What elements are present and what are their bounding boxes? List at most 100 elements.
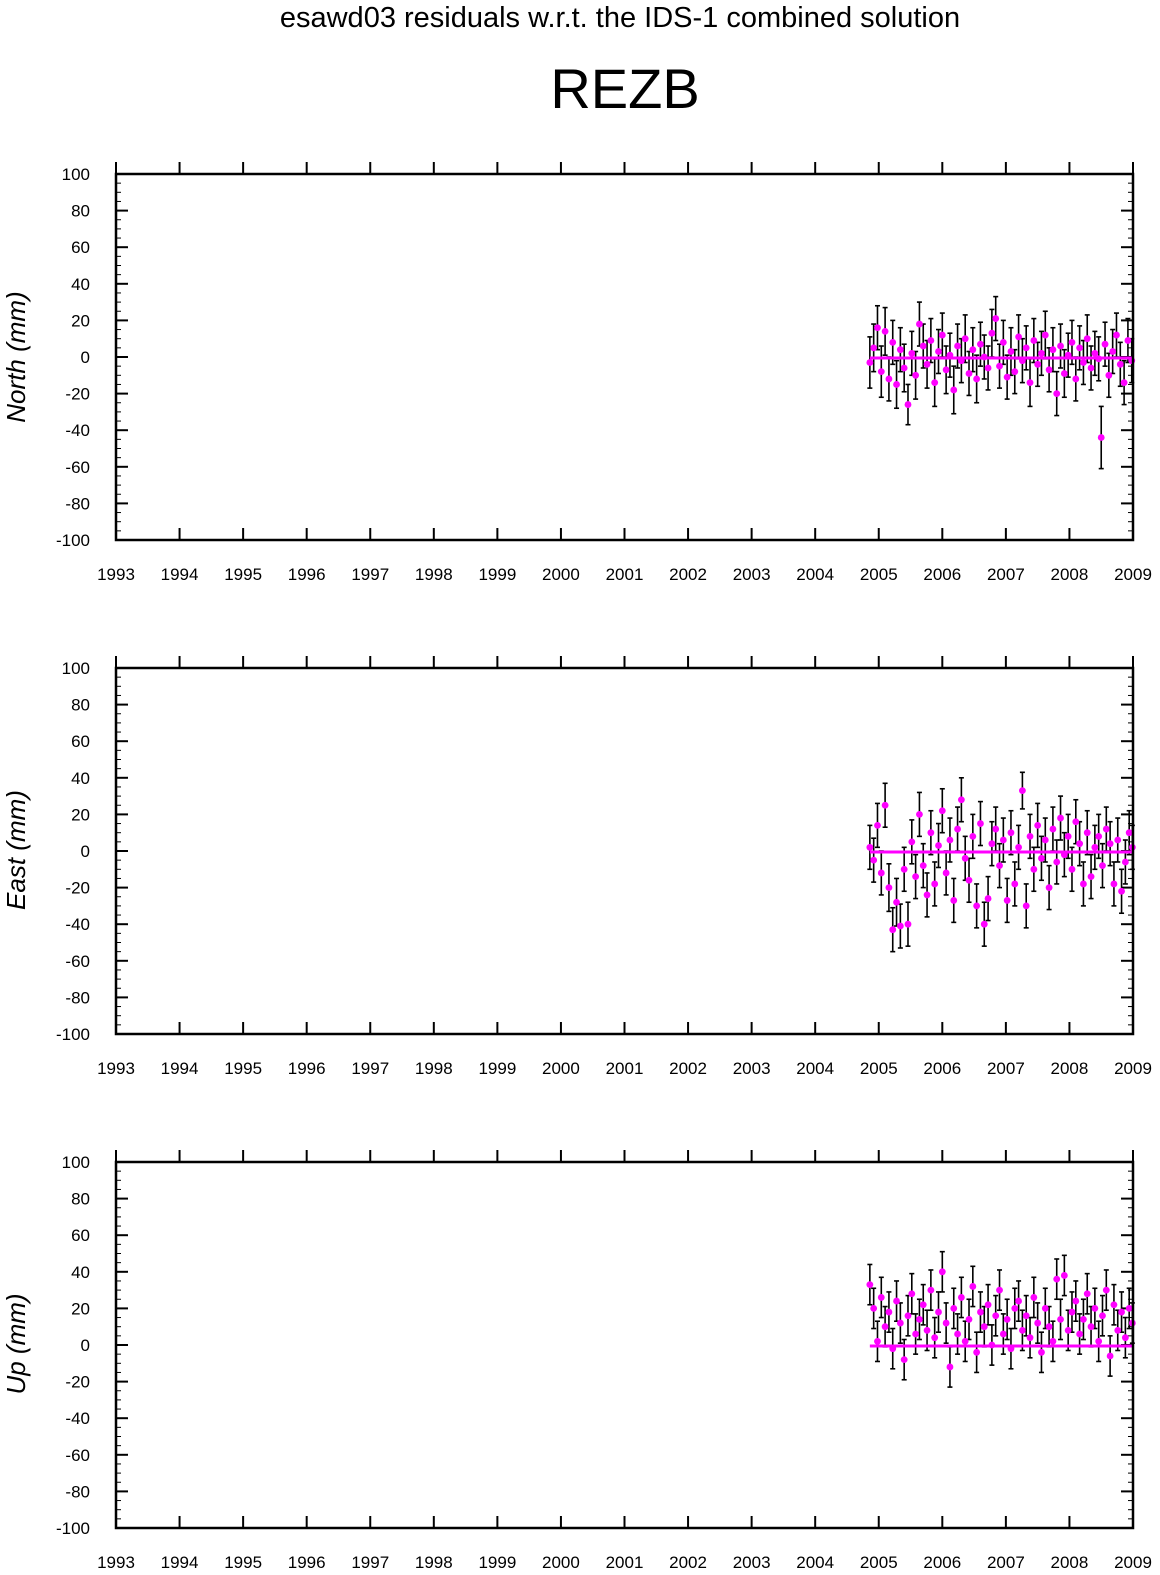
data-point [1034,821,1042,829]
data-point [938,331,946,339]
data-point [1072,375,1080,383]
data-point [916,811,923,818]
x-tick-label: 1998 [415,565,453,584]
data-point [1095,832,1103,840]
data-point [988,329,996,337]
y-tick-label: -60 [65,458,90,477]
data-point [980,920,988,928]
data-point [896,1319,904,1327]
y-tick-label: 100 [62,1153,90,1172]
y-tick-label: -100 [56,1025,90,1044]
data-point [1060,1272,1068,1279]
y-tick-label: -80 [65,988,90,1007]
data-point [1087,1323,1095,1331]
data-point [946,351,954,359]
data-point [912,873,920,881]
x-tick-label: 1995 [224,1553,262,1572]
data-point [881,1323,889,1331]
data-point [885,884,893,891]
y-tick-label: 100 [62,165,90,184]
data-point [1026,379,1034,387]
y-tick-label: -100 [56,531,90,550]
data-point [977,340,984,348]
data-point [950,1305,958,1312]
data-point [1114,1326,1122,1334]
data-point [984,364,992,372]
up-panel: Up (mm) 100 80 60 40 20 0 -20 -40 -60 -80 -100 1993… [1,1150,1152,1572]
data-point [950,386,958,394]
data-point [996,362,1003,370]
x-tick-label: 1994 [161,1553,199,1572]
data-point [893,898,900,906]
data-point [980,353,988,361]
data-point [1026,832,1034,840]
x-tick-label: 2000 [542,1553,580,1572]
data-point [954,342,961,350]
north-panel: North (mm) 100 80 60 40 20 0 -20 -40 -60 -80 -100 1… [1,162,1152,584]
data-point [1106,840,1114,848]
data-point [1011,1305,1019,1312]
data-point [1068,1308,1076,1316]
data-point [931,379,939,387]
data-point [973,902,981,910]
data-point [1003,373,1011,381]
data-point [969,832,977,840]
data-point [1053,390,1061,397]
data-point [992,1312,1000,1320]
data-point [1022,902,1030,910]
x-tick-label: 2009 [1114,1553,1152,1572]
y-tick-label: 60 [71,732,90,751]
x-tick-label: 1995 [224,1059,262,1078]
data-point [1003,1315,1011,1323]
data-point [900,1356,908,1364]
data-point [973,375,981,383]
data-point [1053,858,1061,866]
data-point [1011,368,1019,376]
data-point [908,838,916,846]
data-point [1045,366,1053,374]
data-point [1099,1312,1106,1320]
data-point [999,338,1007,346]
x-tick-label: 1998 [415,1553,453,1572]
x-tick-label: 1999 [478,1553,516,1572]
data-point [961,335,969,343]
x-tick-label: 2009 [1114,565,1152,584]
x-tick-label: 2002 [669,1553,707,1572]
data-point [961,1337,969,1345]
data-point [1026,1334,1034,1342]
station-title: REZB [550,57,699,120]
x-tick-label: 2008 [1051,1059,1089,1078]
x-tick-label: 1997 [351,565,389,584]
x-tick-label: 1994 [161,565,199,584]
data-point [1118,1308,1125,1316]
data-point [1007,348,1015,355]
data-point [973,1348,981,1356]
data-point [870,1305,878,1312]
x-tick-label: 1997 [351,1553,389,1572]
data-point [935,1308,942,1316]
y-tick-label: 20 [71,805,90,824]
y-tick-label: 60 [71,1226,90,1245]
y-tick-label: -80 [65,1482,90,1501]
data-point [938,1268,946,1276]
data-point [1045,1323,1053,1331]
x-tick-label: 1999 [478,1059,516,1078]
figure-title: esawd03 residuals w.r.t. the IDS-1 combi… [280,2,960,34]
data-point [946,836,954,844]
data-point [1118,887,1125,895]
data-point [1007,829,1015,837]
x-tick-label: 2000 [542,1059,580,1078]
data-point [1125,829,1133,837]
data-point [999,1330,1007,1338]
x-tick-label: 2008 [1051,1553,1089,1572]
data-point [1076,344,1084,352]
x-tick-label: 1993 [97,1553,135,1572]
data-point [866,359,874,366]
x-tick-label: 2000 [542,565,580,584]
y-tick-label: 80 [71,1190,90,1209]
data-point [1045,884,1053,891]
data-point [1125,1305,1133,1312]
data-point [1015,333,1022,341]
data-point [912,371,920,379]
data-point [1102,1286,1110,1294]
